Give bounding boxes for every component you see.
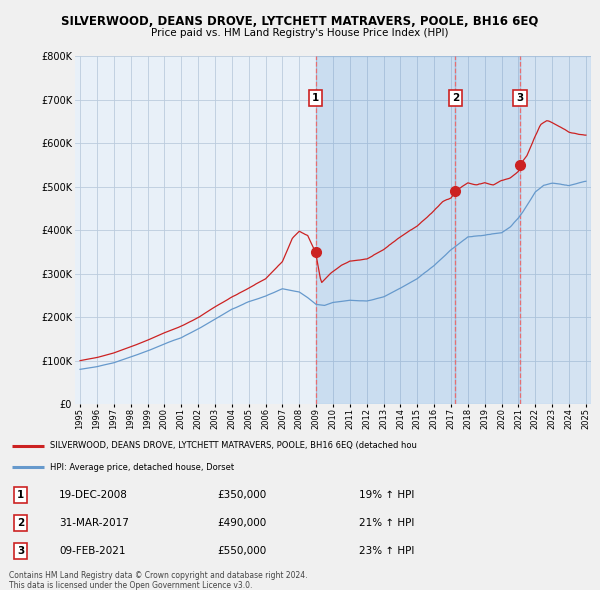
Text: HPI: Average price, detached house, Dorset: HPI: Average price, detached house, Dors… xyxy=(50,463,234,472)
Bar xyxy=(316,56,455,404)
Text: 2: 2 xyxy=(452,93,459,103)
Text: 2: 2 xyxy=(17,518,25,527)
Text: 1: 1 xyxy=(312,93,319,103)
Bar xyxy=(455,56,520,404)
Text: Price paid vs. HM Land Registry's House Price Index (HPI): Price paid vs. HM Land Registry's House … xyxy=(151,28,449,38)
Text: £350,000: £350,000 xyxy=(218,490,267,500)
Text: 21% ↑ HPI: 21% ↑ HPI xyxy=(359,518,414,527)
Bar xyxy=(520,56,591,404)
Text: 3: 3 xyxy=(17,546,25,556)
Text: 19% ↑ HPI: 19% ↑ HPI xyxy=(359,490,414,500)
Text: 31-MAR-2017: 31-MAR-2017 xyxy=(59,518,129,527)
Text: 19-DEC-2008: 19-DEC-2008 xyxy=(59,490,128,500)
Text: 09-FEB-2021: 09-FEB-2021 xyxy=(59,546,125,556)
Text: Contains HM Land Registry data © Crown copyright and database right 2024.
This d: Contains HM Land Registry data © Crown c… xyxy=(9,571,308,590)
Text: £550,000: £550,000 xyxy=(218,546,267,556)
Text: 1: 1 xyxy=(17,490,25,500)
Text: £490,000: £490,000 xyxy=(218,518,267,527)
Text: SILVERWOOD, DEANS DROVE, LYTCHETT MATRAVERS, POOLE, BH16 6EQ: SILVERWOOD, DEANS DROVE, LYTCHETT MATRAV… xyxy=(61,15,539,28)
Text: 23% ↑ HPI: 23% ↑ HPI xyxy=(359,546,414,556)
Text: SILVERWOOD, DEANS DROVE, LYTCHETT MATRAVERS, POOLE, BH16 6EQ (detached hou: SILVERWOOD, DEANS DROVE, LYTCHETT MATRAV… xyxy=(50,441,417,450)
Text: 3: 3 xyxy=(517,93,524,103)
